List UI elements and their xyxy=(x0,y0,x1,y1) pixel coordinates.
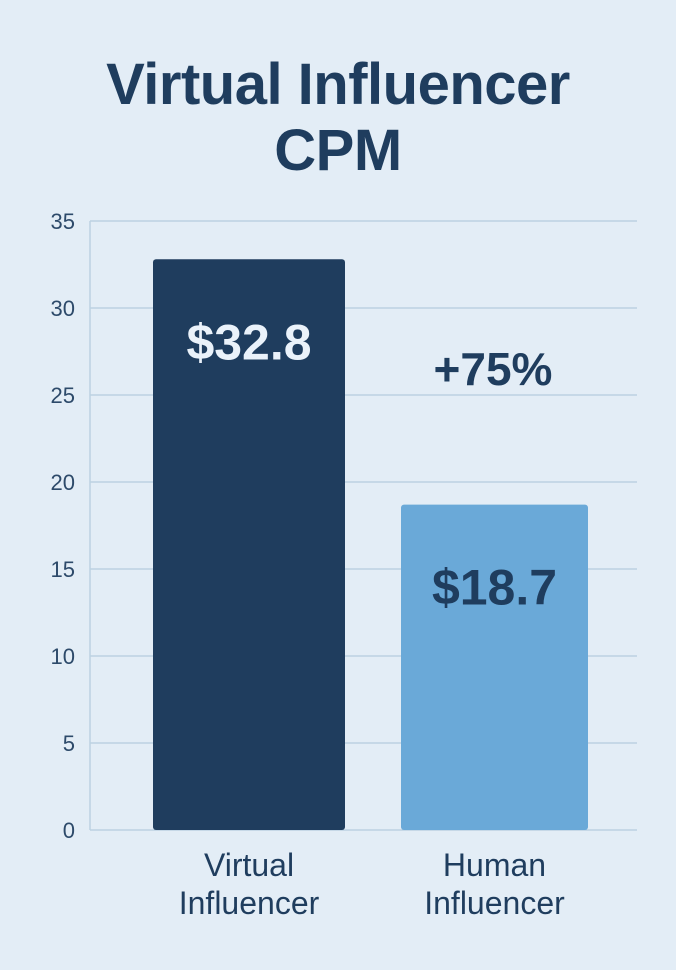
y-tick-label: 25 xyxy=(51,383,75,408)
y-tick-label: 10 xyxy=(51,644,75,669)
y-tick-label: 5 xyxy=(63,731,75,756)
x-category-label: Influencer xyxy=(424,885,565,921)
y-tick-label: 35 xyxy=(51,209,75,234)
y-axis: 0 5 10 15 20 25 30 35 xyxy=(51,209,75,843)
chart-title-line-2: CPM xyxy=(274,118,402,183)
bar xyxy=(153,259,345,830)
data-label: $18.7 xyxy=(432,560,557,616)
x-category-label: Virtual xyxy=(204,847,294,883)
x-category-label: Human xyxy=(443,847,546,883)
y-tick-label: 0 xyxy=(63,818,75,843)
data-label: $32.8 xyxy=(186,314,311,370)
difference-annotation: +75% xyxy=(434,343,553,395)
x-category-label: Influencer xyxy=(179,885,320,921)
y-tick-label: 30 xyxy=(51,296,75,321)
chart-title-line-1: Virtual Influencer xyxy=(106,52,570,117)
data-labels: $32.8 $18.7 +75% xyxy=(186,314,557,615)
y-tick-label: 20 xyxy=(51,470,75,495)
bar xyxy=(401,504,588,830)
bars xyxy=(153,259,588,830)
y-tick-label: 15 xyxy=(51,557,75,582)
chart-title: Virtual Influencer CPM xyxy=(0,52,676,184)
